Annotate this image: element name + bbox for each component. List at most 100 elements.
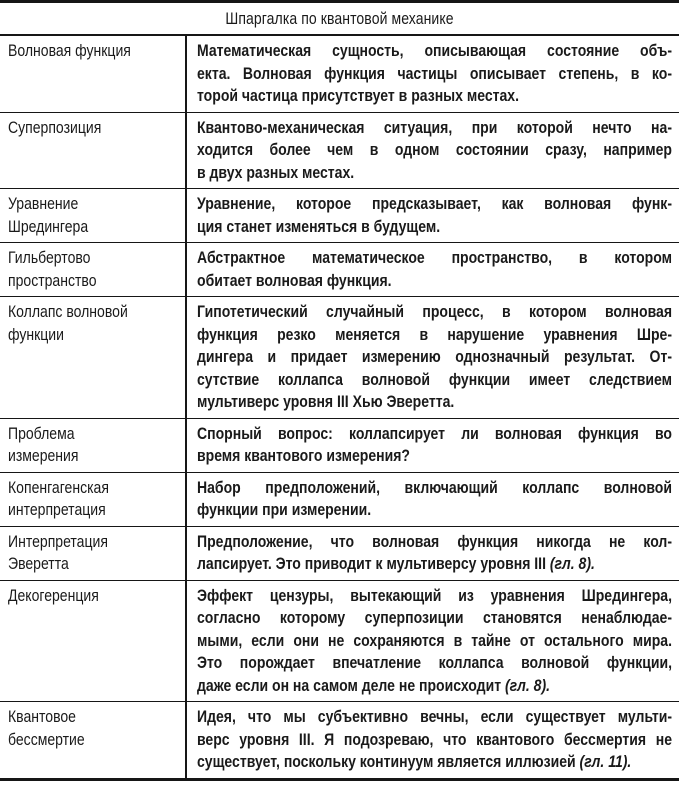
- definition-text: Уравнение, которое предсказывает, как во…: [197, 193, 672, 238]
- table-row: Квантовое бессмертие Идея, что мы субъек…: [0, 702, 679, 778]
- chapter-reference: (гл. 11).: [579, 753, 632, 771]
- definition-line: дингера и придает измерению однозначный …: [197, 348, 673, 366]
- definition-last-line: время квантового измерения?: [197, 445, 672, 468]
- term-cell: Интерпретация Эверетта: [0, 527, 185, 580]
- definition-line: Квантово-механическая ситуация, при кото…: [197, 118, 673, 137]
- term-cell: Гильбертово пространство: [0, 243, 185, 296]
- definition-lines: Абстрактное математическое пространство,…: [197, 247, 672, 270]
- definition-last-text: время квантового измерения?: [197, 447, 410, 465]
- definition-line: ходится более чем в одном состоянии сраз…: [197, 141, 673, 159]
- definition-line: Уравнение, которое предсказывает, как во…: [197, 195, 673, 213]
- definition-line: согласно которому суперпозиции становятс…: [197, 609, 673, 627]
- definition-line: Это порождает впечатление коллапса волно…: [197, 654, 673, 672]
- definition-cell: Предположение, что волновая функция нико…: [185, 526, 679, 580]
- definition-last-line: мультиверс уровня III Хью Эверетта.: [197, 391, 672, 414]
- definition-last-line: в двух разных местах.: [197, 162, 672, 185]
- definition-last-text: даже если он на самом деле не происходит: [197, 676, 505, 695]
- term-cell: Проблема измерения: [0, 419, 185, 472]
- definition-last-text: ция станет изменяться в будущем.: [197, 217, 441, 236]
- definition-last-line: торой частица присутствует в разных мест…: [197, 85, 672, 108]
- term-text: Декогеренция: [8, 586, 99, 605]
- definition-lines: Квантово-механическая ситуация, при кото…: [197, 117, 672, 162]
- definition-last-text: существует, поскольку континуум является…: [197, 753, 580, 771]
- table-row: Интерпретация Эверетта Предположение, чт…: [0, 526, 679, 581]
- term-cell: Волновая функция: [0, 36, 185, 112]
- definition-lines: Спорный вопрос: коллапсирует ли волновая…: [197, 423, 672, 446]
- definition-last-text: торой частица присутствует в разных мест…: [197, 87, 520, 105]
- definition-cell: Гипотетический случайный процесс, в кото…: [185, 297, 679, 418]
- term-text: Гильбертово пространство: [8, 249, 97, 290]
- definition-last-text: лапсирует. Это приводит к мультиверсу ур…: [197, 555, 550, 573]
- definition-last-text: в двух разных местах.: [197, 163, 355, 182]
- definition-last-line: функции при измерении.: [197, 499, 672, 522]
- table-title: Шпаргалка по квантовой механике: [225, 10, 454, 28]
- definition-text: Математическая сущность, описывающая сос…: [197, 40, 672, 108]
- term-text: Коллапс волновой функции: [8, 303, 128, 344]
- table-row: Коллапс волновой функции Гипотетический …: [0, 297, 679, 419]
- table-row: Суперпозиция Квантово-механическая ситуа…: [0, 112, 679, 189]
- definition-text: Абстрактное математическое пространство,…: [197, 247, 672, 292]
- term-cell: Копенгагенская интерпретация: [0, 473, 185, 526]
- term-text: Квантовое бессмертие: [8, 708, 85, 749]
- definition-text: Гипотетический случайный процесс, в кото…: [197, 301, 672, 414]
- chapter-reference: (гл. 8).: [549, 555, 595, 573]
- definition-line: функция резко меняется в нарушение уравн…: [197, 325, 673, 344]
- definition-cell: Квантово-механическая ситуация, при кото…: [185, 112, 679, 188]
- table-row: Декогеренция Эффект цензуры, вытекающий …: [0, 580, 679, 702]
- definition-text: Спорный вопрос: коллапсирует ли волновая…: [197, 423, 672, 468]
- definition-last-text: обитает волновая функция.: [197, 271, 392, 290]
- definition-line: Абстрактное математическое пространство,…: [197, 249, 673, 267]
- definition-text: Предположение, что волновая функция нико…: [197, 531, 672, 576]
- definition-line: верс уровня III. Я подозреваю, что квант…: [197, 730, 673, 749]
- definition-cell: Спорный вопрос: коллапсирует ли волновая…: [185, 418, 679, 472]
- definition-line: мыми, если они не сохраняются в тайне от…: [197, 631, 673, 650]
- term-cell: Суперпозиция: [0, 113, 185, 189]
- definition-line: екта. Волновая функция частицы описывает…: [197, 64, 673, 83]
- definition-line: Спорный вопрос: коллапсирует ли волновая…: [197, 424, 673, 443]
- definition-cell: Уравнение, которое предсказывает, как во…: [185, 189, 679, 242]
- definition-lines: Набор предположений, включающий коллапс …: [197, 477, 672, 500]
- chapter-reference: (гл. 8).: [504, 676, 551, 695]
- definition-text: Идея, что мы субъективно вечны, если сущ…: [197, 706, 672, 774]
- definition-lines: Гипотетический случайный процесс, в кото…: [197, 301, 672, 391]
- definition-line: Набор предположений, включающий коллапс …: [197, 478, 673, 497]
- definition-cell: Эффект цензуры, вытекающий из уравнения …: [185, 580, 679, 701]
- definition-line: Предположение, что волновая функция нико…: [197, 532, 673, 551]
- definition-cell: Идея, что мы субъективно вечны, если сущ…: [185, 702, 679, 778]
- definition-line: Эффект цензуры, вытекающий из уравнения …: [197, 586, 673, 605]
- definition-last-line: обитает волновая функция.: [197, 270, 672, 293]
- definition-text: Квантово-механическая ситуация, при кото…: [197, 117, 672, 185]
- definition-lines: Идея, что мы субъективно вечны, если сущ…: [197, 706, 672, 751]
- term-text: Уравнение Шредингера: [8, 195, 89, 236]
- title-row: Шпаргалка по квантовой механике: [0, 3, 679, 36]
- definition-last-line: ция станет изменяться в будущем.: [197, 216, 672, 239]
- definition-line: Гипотетический случайный процесс, в кото…: [197, 303, 673, 321]
- definition-lines: Эффект цензуры, вытекающий из уравнения …: [197, 585, 672, 675]
- definition-lines: Предположение, что волновая функция нико…: [197, 531, 672, 554]
- term-cell: Уравнение Шредингера: [0, 189, 185, 242]
- definition-last-text: мультиверс уровня III Хью Эверетта.: [197, 393, 455, 411]
- definition-text: Набор предположений, включающий коллапс …: [197, 477, 672, 522]
- term-text: Интерпретация Эверетта: [8, 532, 108, 574]
- definition-line: Математическая сущность, описывающая сос…: [197, 42, 673, 60]
- term-text: Суперпозиция: [8, 118, 102, 137]
- definition-last-line: существует, поскольку континуум является…: [197, 751, 672, 774]
- term-text: Проблема измерения: [8, 424, 79, 466]
- table-row: Уравнение Шредингера Уравнение, которое …: [0, 189, 679, 243]
- term-cell: Декогеренция: [0, 581, 185, 702]
- definition-lines: Математическая сущность, описывающая сос…: [197, 40, 672, 85]
- table-row: Волновая функция Математическая сущность…: [0, 36, 679, 113]
- table-row: Проблема измерения Спорный вопрос: колла…: [0, 418, 679, 473]
- definition-cell: Набор предположений, включающий коллапс …: [185, 472, 679, 526]
- definition-cell: Абстрактное математическое пространство,…: [185, 243, 679, 296]
- definition-line: Идея, что мы субъективно вечны, если сущ…: [197, 708, 673, 726]
- definition-text: Эффект цензуры, вытекающий из уравнения …: [197, 585, 672, 698]
- term-text: Волновая функция: [8, 42, 131, 60]
- term-text: Копенгагенская интерпретация: [8, 478, 109, 520]
- definition-cell: Математическая сущность, описывающая сос…: [185, 36, 679, 112]
- definition-lines: Уравнение, которое предсказывает, как во…: [197, 193, 672, 216]
- definition-line: сутствие коллапса волновой функции имеет…: [197, 370, 673, 389]
- definition-last-text: функции при измерении.: [197, 501, 372, 519]
- definition-last-line: даже если он на самом деле не происходит…: [197, 675, 672, 698]
